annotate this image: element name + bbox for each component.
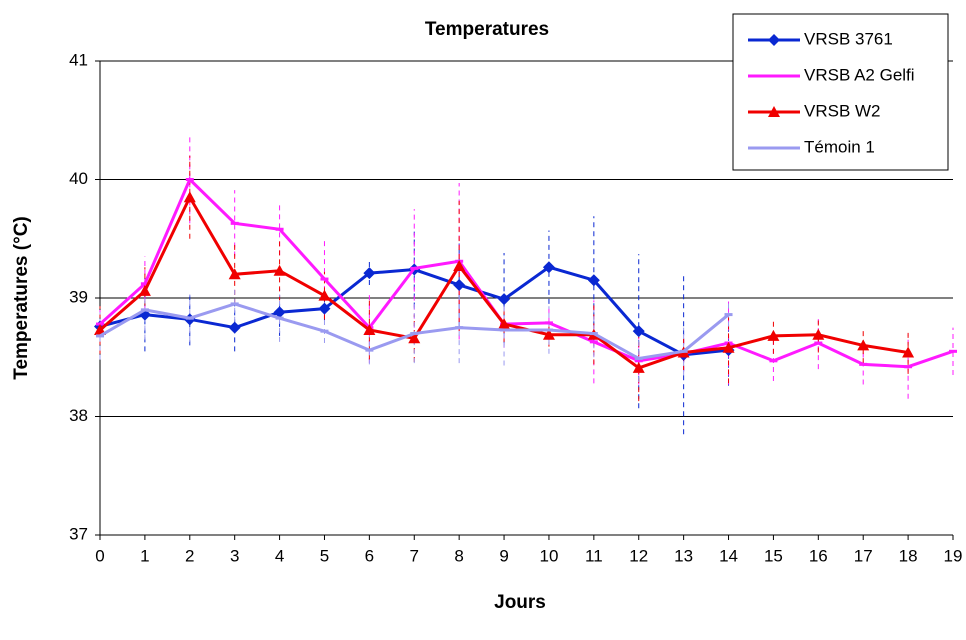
- data-point: [544, 321, 553, 325]
- data-point: [365, 348, 374, 352]
- data-point: [722, 341, 735, 353]
- y-tick-label: 39: [69, 287, 88, 306]
- x-tick-label: 2: [185, 546, 194, 565]
- legend-marker: [768, 34, 780, 46]
- x-tick-label: 15: [764, 546, 783, 565]
- x-tick-label: 3: [230, 546, 239, 565]
- data-point: [812, 328, 825, 340]
- data-point: [185, 178, 194, 181]
- data-point: [634, 356, 643, 360]
- data-point: [185, 316, 194, 320]
- data-point: [544, 328, 553, 332]
- data-point: [589, 340, 598, 344]
- data-point: [230, 221, 239, 225]
- x-tick-label: 5: [320, 546, 329, 565]
- data-point: [498, 293, 511, 306]
- x-tick-label: 10: [539, 546, 558, 565]
- x-tick-label: 19: [944, 546, 963, 565]
- y-tick-label: 40: [69, 169, 88, 188]
- data-point: [320, 329, 329, 333]
- x-tick-label: 14: [719, 546, 738, 565]
- data-point: [632, 325, 645, 338]
- data-point: [634, 359, 643, 363]
- y-tick-label: 41: [69, 50, 88, 69]
- data-point: [273, 264, 286, 276]
- chart-title: Temperatures: [425, 19, 549, 40]
- x-tick-label: 0: [95, 546, 104, 565]
- data-point: [138, 284, 151, 296]
- legend-marker: [768, 106, 780, 117]
- legend-label: VRSB W2: [804, 101, 881, 120]
- data-point: [589, 332, 598, 336]
- data-point: [318, 302, 331, 315]
- x-tick-label: 16: [809, 546, 828, 565]
- data-point: [230, 302, 239, 306]
- data-point: [587, 274, 600, 287]
- data-point: [318, 289, 331, 301]
- data-point: [769, 359, 778, 363]
- data-point: [453, 260, 466, 272]
- x-tick-label: 6: [365, 546, 374, 565]
- data-point: [140, 308, 149, 312]
- data-point: [410, 266, 419, 270]
- data-point: [767, 329, 780, 341]
- data-point: [857, 339, 870, 351]
- data-point: [228, 321, 241, 334]
- data-point: [542, 328, 555, 340]
- data-point: [542, 261, 555, 274]
- x-tick-label: 13: [674, 546, 693, 565]
- data-point: [904, 365, 913, 369]
- x-tick-label: 18: [899, 546, 918, 565]
- data-point: [500, 328, 509, 332]
- legend-label: Témoin 1: [804, 137, 875, 156]
- data-point: [140, 282, 149, 286]
- y-axis-label: Temperatures (°C): [11, 216, 32, 380]
- legend-label: VRSB A2 Gelfi: [804, 65, 915, 84]
- data-point: [453, 278, 466, 291]
- y-tick-label: 38: [69, 406, 88, 425]
- data-point: [363, 267, 376, 280]
- legend: VRSB 3761 VRSB A2 Gelfi VRSB W2 Témoin 1: [732, 13, 949, 171]
- x-tick-label: 11: [585, 546, 603, 565]
- x-tick-label: 9: [499, 546, 508, 565]
- data-point: [228, 268, 241, 280]
- data-point: [94, 323, 106, 335]
- y-tick-label: 37: [69, 524, 88, 543]
- data-point: [275, 316, 284, 320]
- data-point: [498, 318, 511, 330]
- x-tick-label: 4: [275, 546, 284, 565]
- x-tick-label: 17: [854, 546, 873, 565]
- data-point: [949, 349, 957, 353]
- data-point: [408, 332, 421, 344]
- legend-marker: [770, 74, 778, 78]
- data-point: [320, 277, 329, 281]
- x-tick-label: 8: [454, 546, 463, 565]
- data-point: [273, 306, 286, 319]
- data-point: [410, 332, 419, 336]
- data-point: [632, 361, 645, 373]
- legend-marker: [770, 146, 778, 150]
- data-point: [183, 191, 196, 203]
- data-point: [902, 346, 915, 358]
- data-point: [96, 334, 104, 338]
- x-tick-label: 1: [140, 546, 149, 565]
- data-point: [455, 326, 464, 330]
- data-point: [724, 313, 733, 317]
- data-point: [275, 227, 284, 231]
- x-tick-label: 12: [629, 546, 648, 565]
- series-line: [98, 176, 954, 369]
- data-point: [679, 349, 688, 353]
- x-tick-label: 7: [410, 546, 419, 565]
- legend-label: VRSB 3761: [804, 29, 893, 48]
- data-point: [363, 323, 376, 335]
- data-point: [814, 341, 823, 345]
- data-point: [859, 362, 868, 366]
- x-axis-label: Jours: [494, 592, 546, 613]
